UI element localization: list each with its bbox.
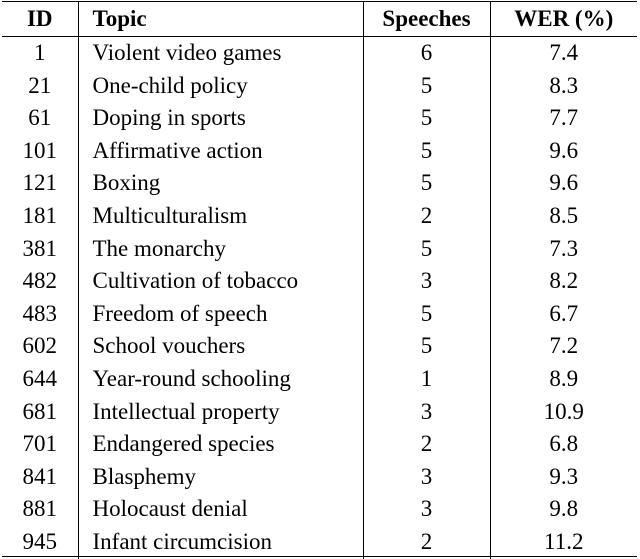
cell-speeches: 3 <box>362 460 490 494</box>
table-row: 61 Doping in sports 5 7.7 <box>2 102 637 135</box>
cell-id: 1 <box>34 40 46 65</box>
cell-wer: 11.2 <box>489 525 637 559</box>
cell-speeches: 5 <box>362 167 490 200</box>
cell-speeches: 2 <box>362 525 490 559</box>
cell-topic: One-child policy <box>77 69 363 103</box>
cell-wer: 6.8 <box>489 428 637 461</box>
table-header: ID Topic Speeches WER (%) <box>2 2 637 37</box>
table-row: 381 The monarchy 5 7.3 <box>2 232 637 266</box>
cell-wer: 8.9 <box>489 362 637 396</box>
cell-id: 701 <box>22 431 58 457</box>
cell-speeches: 5 <box>362 134 490 168</box>
table-row: 101 Affirmative action 5 9.6 <box>2 134 637 168</box>
cell-speeches: 5 <box>362 102 490 135</box>
table-row: 945 Infant circumcision 2 11.2 <box>2 525 637 559</box>
cell-id: 483 <box>22 300 58 326</box>
cell-speeches: 6 <box>362 36 490 70</box>
table-row: 181 Multiculturalism 2 8.5 <box>2 199 637 233</box>
table-row: 483 Freedom of speech 5 6.7 <box>2 297 637 331</box>
cell-speeches: 3 <box>362 395 490 429</box>
cell-id: 381 <box>22 235 58 261</box>
cell-id: 21 <box>28 72 52 98</box>
table-row: 602 School vouchers 5 7.2 <box>2 330 637 363</box>
cell-id: 602 <box>22 333 58 359</box>
header-row: ID Topic Speeches WER (%) <box>2 2 637 37</box>
table-row: 644 Year-round schooling 1 8.9 <box>2 362 637 396</box>
cell-id: 482 <box>22 268 58 294</box>
cell-id: 101 <box>22 137 58 163</box>
cell-id: 945 <box>22 528 58 554</box>
cell-wer: 8.5 <box>489 199 637 233</box>
cell-wer: 6.7 <box>489 297 637 331</box>
table-row: 482 Cultivation of tobacco 3 8.2 <box>2 265 637 298</box>
cell-wer: 9.8 <box>489 493 637 526</box>
cell-topic: Holocaust denial <box>77 493 363 526</box>
cell-speeches: 5 <box>362 232 490 266</box>
header-speeches: Speeches <box>362 2 490 37</box>
cell-id: 61 <box>28 105 52 131</box>
cell-topic: Violent video games <box>77 36 363 70</box>
cell-speeches: 2 <box>362 428 490 461</box>
header-id: ID <box>2 2 78 37</box>
cell-topic: Multiculturalism <box>77 199 363 233</box>
cell-topic: Infant circumcision <box>77 525 363 559</box>
cell-id: 121 <box>22 170 58 196</box>
cell-wer: 7.2 <box>489 330 637 363</box>
header-wer: WER (%) <box>489 2 637 37</box>
cell-wer: 9.6 <box>489 167 637 200</box>
cell-topic: Year-round schooling <box>77 362 363 396</box>
cell-speeches: 2 <box>362 199 490 233</box>
table-row: 701 Endangered species 2 6.8 <box>2 428 637 461</box>
cell-topic: The monarchy <box>77 232 363 266</box>
cell-wer: 7.4 <box>489 36 637 70</box>
cell-id: 881 <box>22 496 58 522</box>
cell-topic: Cultivation of tobacco <box>77 265 363 298</box>
cell-wer: 7.3 <box>489 232 637 266</box>
cell-wer: 9.6 <box>489 134 637 168</box>
cell-speeches: 1 <box>362 362 490 396</box>
cell-wer: 9.3 <box>489 460 637 494</box>
cell-topic: Affirmative action <box>77 134 363 168</box>
cell-topic: School vouchers <box>77 330 363 363</box>
cell-speeches: 3 <box>362 265 490 298</box>
cell-topic: Intellectual property <box>77 395 363 429</box>
header-topic: Topic <box>77 2 363 37</box>
cell-wer: 10.9 <box>489 395 637 429</box>
cell-topic: Freedom of speech <box>77 297 363 331</box>
cell-wer: 8.2 <box>489 265 637 298</box>
cell-speeches: 3 <box>362 493 490 526</box>
table-row: 881 Holocaust denial 3 9.8 <box>2 493 637 526</box>
cell-speeches: 5 <box>362 297 490 331</box>
cell-topic: Boxing <box>77 167 363 200</box>
cell-topic: Blasphemy <box>77 460 363 494</box>
cell-speeches: 5 <box>362 330 490 363</box>
cell-speeches: 5 <box>362 69 490 103</box>
table-row: 21 One-child policy 5 8.3 <box>2 69 637 103</box>
table-row: 121 Boxing 5 9.6 <box>2 167 637 200</box>
table-row: 1 Violent video games 6 7.4 <box>2 36 637 70</box>
table-row: 681 Intellectual property 3 10.9 <box>2 395 637 429</box>
cell-id: 841 <box>22 463 58 489</box>
cell-topic: Doping in sports <box>77 102 363 135</box>
cell-id: 181 <box>22 202 58 228</box>
cell-wer: 8.3 <box>489 69 637 103</box>
cell-id: 681 <box>22 398 58 424</box>
table-body: 1 Violent video games 6 7.4 21 One-child poli… <box>2 36 637 559</box>
cell-wer: 7.7 <box>489 102 637 135</box>
table-row: 841 Blasphemy 3 9.3 <box>2 460 637 494</box>
cell-topic: Endangered species <box>77 428 363 461</box>
cell-id: 644 <box>22 365 58 391</box>
